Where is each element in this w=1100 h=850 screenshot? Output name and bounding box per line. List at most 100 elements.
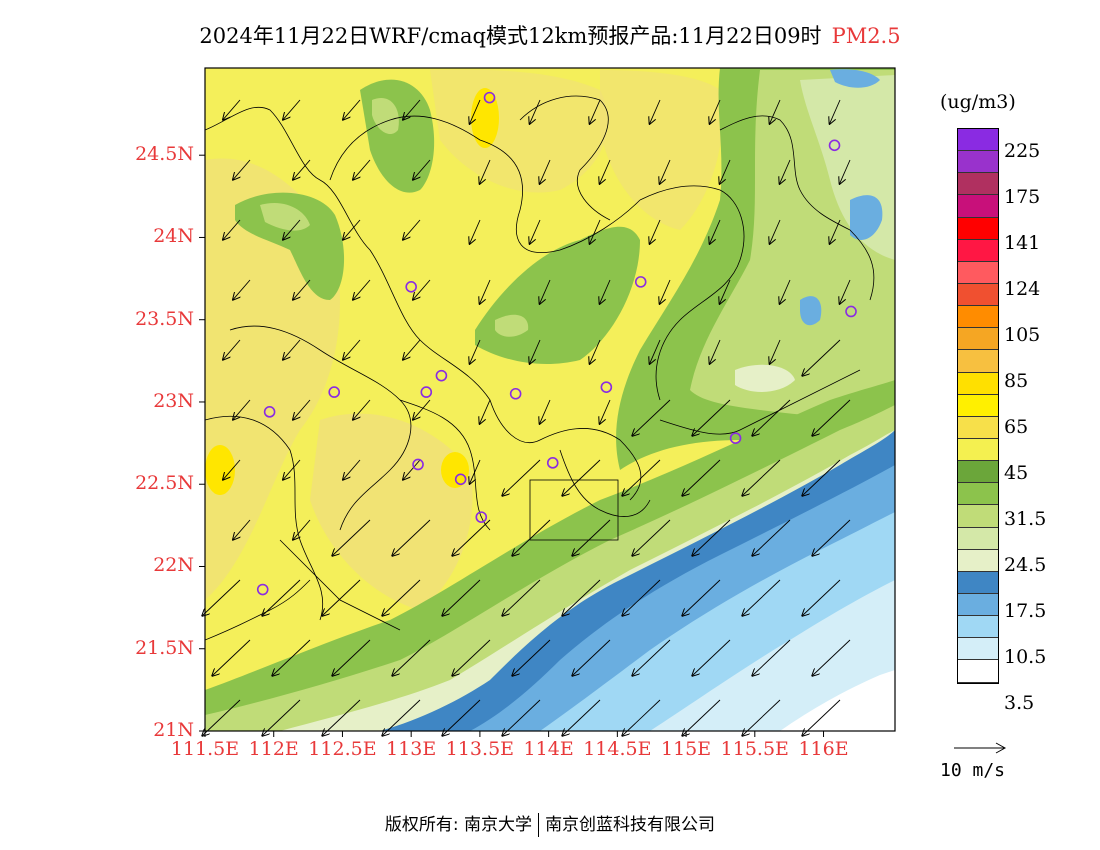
wind-arrow bbox=[530, 339, 541, 364]
station-marker bbox=[405, 281, 417, 293]
wind-arrow bbox=[770, 99, 781, 124]
wind-arrow bbox=[283, 99, 301, 120]
lat-label: 24.5N bbox=[135, 143, 194, 166]
wind-arrow bbox=[332, 639, 371, 676]
wind-arrow bbox=[392, 519, 431, 556]
colorbar-label: 24.5 bbox=[1004, 554, 1047, 576]
wind-arrow bbox=[512, 639, 551, 676]
wind-arrow bbox=[802, 459, 841, 496]
station-marker bbox=[328, 386, 341, 398]
colorbar-cell bbox=[958, 593, 998, 617]
wind-arrow bbox=[223, 99, 241, 120]
lon-label: 112.5E bbox=[308, 738, 377, 760]
wind-arrow bbox=[752, 639, 791, 676]
wind-arrow bbox=[540, 279, 551, 304]
colorbar-cell bbox=[958, 461, 998, 484]
lon-label: 114.5E bbox=[583, 738, 652, 760]
title-pollutant: PM2.5 bbox=[831, 24, 901, 48]
wind-arrow bbox=[502, 459, 541, 496]
map-title: 2024年11月22日WRF/cmaq模式12km预报产品:11月22日09时 P… bbox=[0, 20, 1100, 50]
station-marker bbox=[729, 432, 742, 444]
colorbar-cell bbox=[958, 438, 998, 462]
station-marker bbox=[435, 369, 448, 382]
lon-label: 111.5E bbox=[170, 738, 240, 760]
colorbar-cell bbox=[958, 173, 998, 196]
wind-arrow bbox=[530, 219, 541, 244]
wind-arrow bbox=[770, 219, 781, 244]
wind-arrow bbox=[752, 519, 791, 556]
lon-label: 112E bbox=[248, 738, 299, 760]
lat-label: 22.5N bbox=[135, 472, 194, 495]
wind-arrow bbox=[223, 459, 241, 480]
wind-arrow bbox=[403, 339, 421, 360]
station-marker bbox=[546, 457, 559, 469]
wind-arrow bbox=[293, 519, 311, 540]
station-marker bbox=[256, 583, 269, 596]
wind-arrow bbox=[830, 99, 841, 124]
wind-arrow bbox=[812, 639, 851, 676]
colorbar-cell bbox=[958, 306, 998, 329]
wind-arrow bbox=[233, 159, 251, 180]
wind-arrow bbox=[343, 219, 361, 240]
title-main: 2024年11月22日WRF/cmaq模式12km预报产品:11月22日09时 bbox=[199, 24, 822, 48]
wind-arrow bbox=[392, 639, 431, 676]
wind-arrow bbox=[343, 459, 361, 480]
wind-arrow bbox=[202, 579, 241, 616]
wind-arrow bbox=[322, 699, 361, 736]
wind-arrow bbox=[840, 279, 851, 304]
wind-arrow bbox=[223, 219, 241, 240]
wind-arrow bbox=[650, 99, 661, 124]
wind-arrow bbox=[572, 639, 611, 676]
wind-arrow bbox=[660, 279, 671, 304]
wind-arrow bbox=[343, 99, 361, 120]
concentration-field bbox=[205, 68, 895, 731]
station-marker bbox=[454, 473, 467, 486]
lat-label: 21.5N bbox=[135, 636, 194, 659]
wind-arrow bbox=[223, 339, 241, 360]
wind-arrow bbox=[590, 99, 601, 124]
wind-arrow bbox=[600, 159, 611, 184]
wind-arrow bbox=[710, 339, 721, 364]
copyright-left: 版权所有: 南京大学 bbox=[384, 815, 533, 835]
wind-arrow bbox=[502, 579, 541, 616]
wind-arrow bbox=[382, 699, 421, 736]
lat-label: 23.5N bbox=[135, 307, 194, 330]
wind-arrow bbox=[562, 699, 601, 736]
wind-arrow bbox=[442, 579, 481, 616]
wind-arrow bbox=[262, 579, 301, 616]
wind-reference-label: 10 m/s bbox=[940, 760, 1006, 781]
stations bbox=[256, 91, 857, 596]
colorbar-label: 3.5 bbox=[1004, 692, 1035, 714]
wind-arrow bbox=[470, 99, 481, 124]
wind-arrow bbox=[530, 99, 541, 124]
colorbar-cell bbox=[958, 483, 998, 506]
wind-arrow bbox=[692, 399, 731, 436]
station-marker bbox=[263, 406, 276, 418]
lat-label: 23N bbox=[153, 389, 194, 412]
colorbar-cell bbox=[958, 571, 998, 594]
station-marker bbox=[509, 387, 522, 400]
wind-arrow bbox=[403, 459, 421, 480]
wind-arrow bbox=[283, 219, 301, 240]
colorbar-cell bbox=[958, 129, 998, 152]
colorbar-cell bbox=[958, 660, 998, 683]
wind-arrow bbox=[632, 399, 671, 436]
colorbar-cell bbox=[958, 505, 998, 528]
lat-label: 24N bbox=[153, 225, 194, 248]
colorbar-label: 65 bbox=[1004, 416, 1029, 438]
wind-arrow bbox=[600, 279, 611, 304]
wind-arrow bbox=[590, 339, 601, 364]
wind-arrow bbox=[540, 159, 551, 184]
colorbar bbox=[957, 128, 999, 684]
wind-arrow bbox=[622, 579, 661, 616]
wind-arrow bbox=[720, 159, 731, 184]
wind-arrow bbox=[353, 399, 371, 420]
wind-arrow bbox=[233, 519, 251, 540]
wind-arrow bbox=[692, 519, 731, 556]
wind-arrow bbox=[752, 399, 791, 436]
colorbar-cell bbox=[958, 151, 998, 174]
lon-label: 114E bbox=[523, 738, 574, 760]
colorbar-cell bbox=[958, 638, 998, 661]
wind-arrow bbox=[812, 399, 851, 436]
wind-arrow bbox=[660, 159, 671, 184]
